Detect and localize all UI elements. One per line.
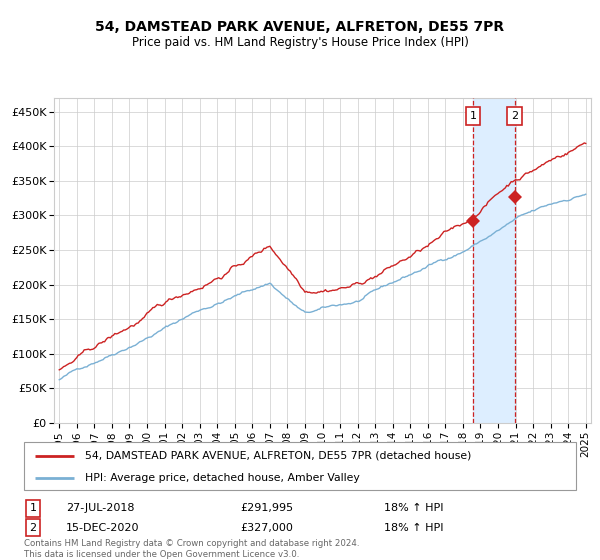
Text: £327,000: £327,000 (240, 522, 293, 533)
Text: 1: 1 (469, 111, 476, 121)
Text: 27-JUL-2018: 27-JUL-2018 (66, 503, 134, 514)
Text: 2: 2 (511, 111, 518, 121)
Text: 18% ↑ HPI: 18% ↑ HPI (384, 522, 443, 533)
Text: Contains HM Land Registry data © Crown copyright and database right 2024.
This d: Contains HM Land Registry data © Crown c… (24, 539, 359, 559)
FancyBboxPatch shape (24, 442, 576, 490)
Text: 18% ↑ HPI: 18% ↑ HPI (384, 503, 443, 514)
Bar (473, 98, 515, 423)
Text: Price paid vs. HM Land Registry's House Price Index (HPI): Price paid vs. HM Land Registry's House … (131, 36, 469, 49)
Text: 2: 2 (29, 522, 37, 533)
Text: HPI: Average price, detached house, Amber Valley: HPI: Average price, detached house, Ambe… (85, 473, 359, 483)
Text: 15-DEC-2020: 15-DEC-2020 (66, 522, 139, 533)
Text: 1: 1 (29, 503, 37, 514)
Text: 54, DAMSTEAD PARK AVENUE, ALFRETON, DE55 7PR (detached house): 54, DAMSTEAD PARK AVENUE, ALFRETON, DE55… (85, 451, 471, 461)
Text: 54, DAMSTEAD PARK AVENUE, ALFRETON, DE55 7PR: 54, DAMSTEAD PARK AVENUE, ALFRETON, DE55… (95, 20, 505, 34)
Text: £291,995: £291,995 (240, 503, 293, 514)
